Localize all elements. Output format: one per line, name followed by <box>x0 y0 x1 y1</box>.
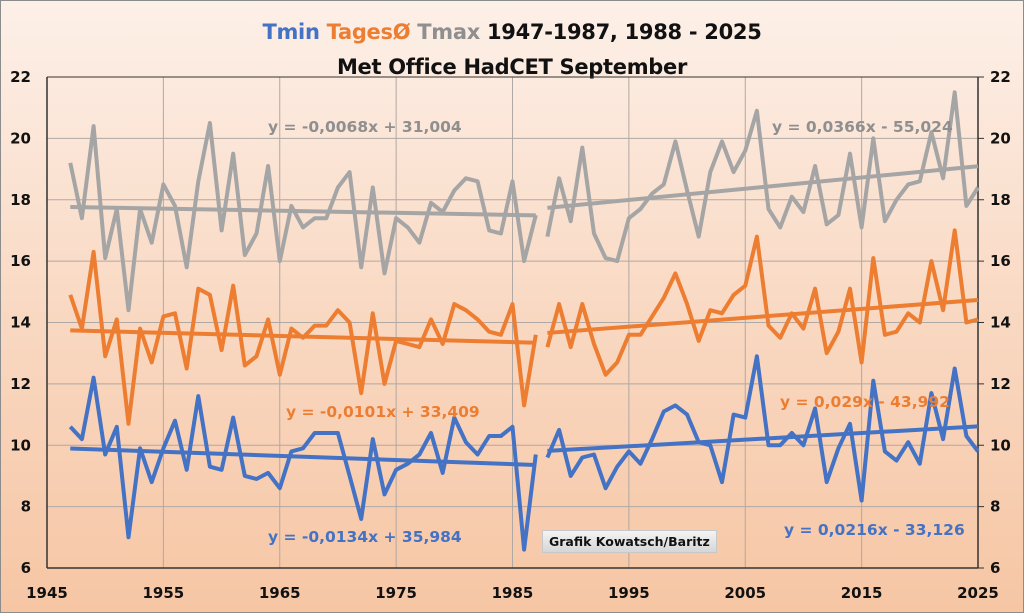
tagesmittel-line-2 <box>545 228 979 377</box>
credit-label: Grafik Kowatsch/Baritz <box>542 530 717 553</box>
y-tick-label-left: 14 <box>10 314 31 332</box>
tagesmittel-trend-2 <box>547 298 979 335</box>
title-period: 1947-1987, 1988 - 2025 <box>487 20 762 44</box>
x-tick-label: 1995 <box>608 584 650 602</box>
y-tick-label-right: 12 <box>990 375 1011 393</box>
y-tick-label-right: 6 <box>990 559 1000 577</box>
tmax-trend-2 <box>547 164 979 210</box>
x-tick-label: 1985 <box>492 584 534 602</box>
y-tick-label-right: 20 <box>990 129 1011 147</box>
x-tick-label: 1965 <box>259 584 301 602</box>
title-tagesmittel: TagesØ <box>326 20 418 44</box>
series-lines <box>68 90 980 552</box>
chart-subtitle: Met Office HadCET September <box>336 55 688 79</box>
title-tmax: Tmax <box>417 20 487 44</box>
tmax-trend-1 <box>70 204 536 218</box>
x-tick-label: 1955 <box>143 584 185 602</box>
trend-lines <box>70 164 979 467</box>
x-tick-label: 2005 <box>724 584 766 602</box>
tmin-trend-1 <box>70 446 536 467</box>
tmin-line-2 <box>545 354 980 503</box>
y-tick-label-left: 10 <box>10 436 31 454</box>
y-tick-label-left: 22 <box>10 68 31 86</box>
y-tick-label-right: 22 <box>990 68 1011 86</box>
tagesmittel-trend-1 <box>70 328 536 345</box>
trend-equations: y = -0,0068x + 31,004 y = 0,0366x - 55,02… <box>268 118 965 546</box>
chart-title: Tmin TagesØ Tmax 1947-1987, 1988 - 2025 <box>0 20 1024 44</box>
tmax-line-1 <box>68 121 538 313</box>
x-tick-label: 2025 <box>957 584 999 602</box>
tmin-trend-2 <box>547 424 979 453</box>
tmin-line-1 <box>68 375 538 552</box>
tmin-trend-equation-2: y = 0,0216x - 33,126 <box>784 521 965 539</box>
gridlines <box>46 76 979 569</box>
tagesmittel-trend-equation-2: y = 0,029x - 43,992 <box>780 393 950 411</box>
y-tick-label-left: 12 <box>10 375 31 393</box>
y-tick-label-left: 20 <box>10 129 31 147</box>
y-tick-label-right: 10 <box>990 436 1011 454</box>
title-tmin: Tmin <box>262 20 327 44</box>
tagesmittel-trend-equation-1: y = -0,0101x + 33,409 <box>286 403 480 421</box>
y-tick-label-right: 8 <box>990 498 1000 516</box>
axes <box>46 76 984 569</box>
tmin-trend-equation-1: y = -0,0134x + 35,984 <box>268 528 462 546</box>
y-tick-label-left: 8 <box>21 498 31 516</box>
y-tick-label-right: 18 <box>990 191 1011 209</box>
y-tick-label-left: 16 <box>10 252 31 270</box>
x-tick-label: 1975 <box>375 584 417 602</box>
y-tick-label-right: 16 <box>990 252 1011 270</box>
x-tick-label: 1945 <box>26 584 68 602</box>
tmax-line-2 <box>545 90 980 264</box>
tick-labels: 6 8 10 12 14 16 18 20 22 6 8 10 12 14 16 18 20 22 1945 1955… <box>10 68 1011 602</box>
x-tick-label: 2015 <box>841 584 883 602</box>
y-tick-label-left: 18 <box>10 191 31 209</box>
y-tick-label-right: 14 <box>990 314 1011 332</box>
tmax-trend-equation-1: y = -0,0068x + 31,004 <box>268 118 462 136</box>
tmax-trend-equation-2: y = 0,0366x - 55,024 <box>772 118 953 136</box>
y-tick-label-left: 6 <box>21 559 31 577</box>
